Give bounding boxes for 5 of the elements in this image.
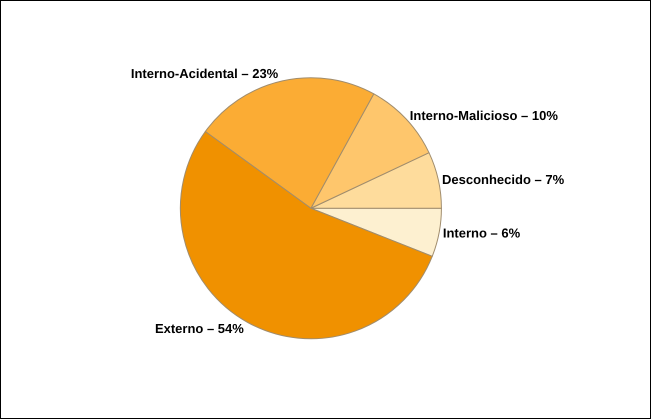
slice-label: Interno-Malicioso – 10% xyxy=(410,108,558,123)
slice-label: Interno-Acidental – 23% xyxy=(130,66,279,82)
slice-label: Interno – 6% xyxy=(442,225,521,240)
slice-label: Externo – 54% xyxy=(154,320,244,336)
slice-label: Desconhecido – 7% xyxy=(442,172,565,187)
